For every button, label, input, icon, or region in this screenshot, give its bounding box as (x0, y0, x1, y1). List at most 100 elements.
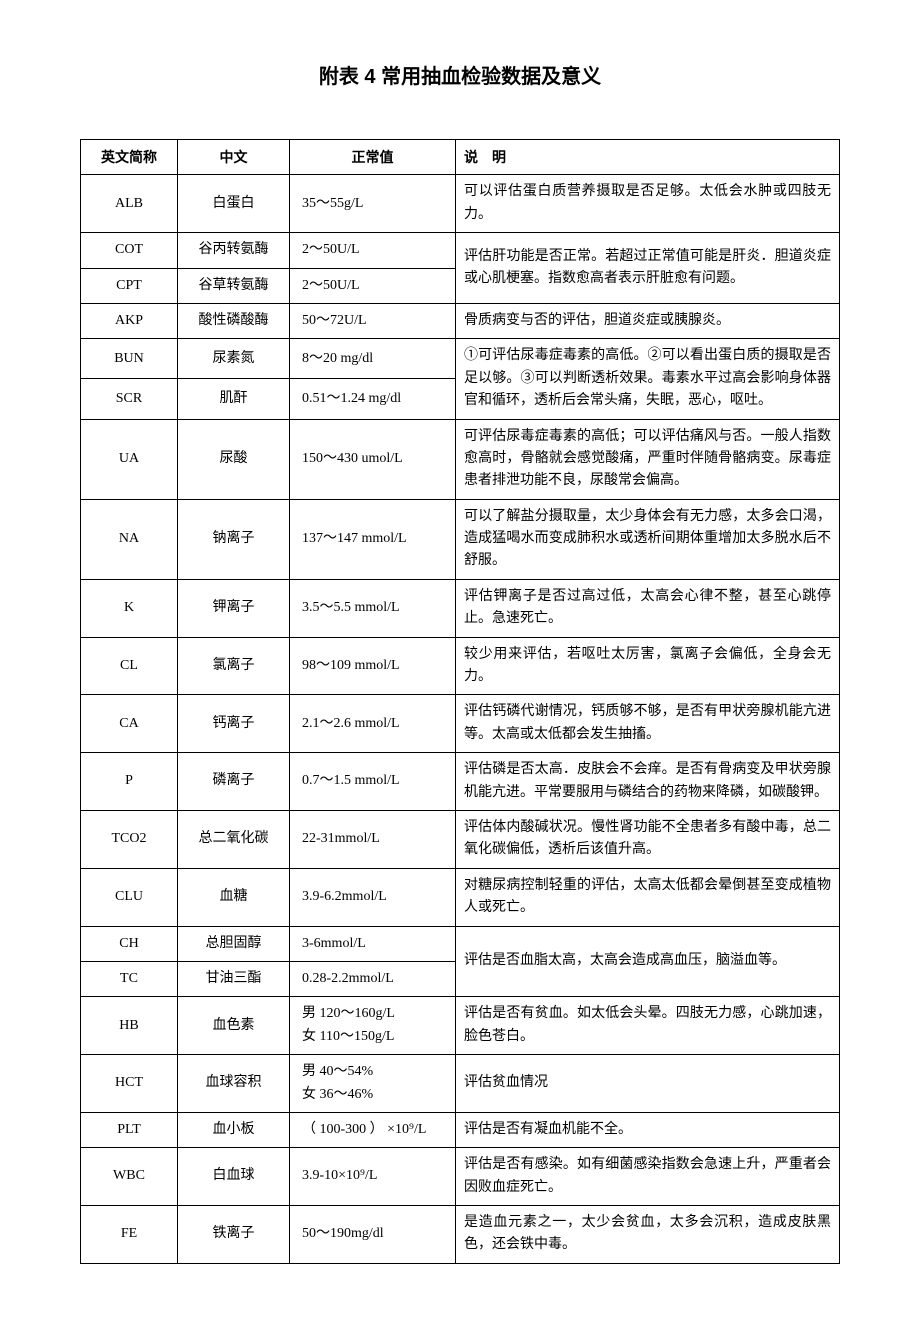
cell-range: 0.7～1.5 mmol/L (290, 753, 456, 811)
cell-cn: 氯离子 (178, 637, 290, 695)
cell-cn: 尿酸 (178, 419, 290, 499)
page-title: 附表 4 常用抽血检验数据及意义 (80, 60, 840, 89)
cell-desc: 评估是否血脂太高，太高会造成高血压，脑溢血等。 (456, 926, 840, 997)
cell-cn: 尿素氮 (178, 339, 290, 379)
table-row: BUN尿素氮8～20 mg/dl①可评估尿毒症毒素的高低。②可以看出蛋白质的摄取… (81, 339, 840, 379)
cell-range: 3-6mmol/L (290, 926, 456, 961)
header-range: 正常值 (290, 140, 456, 175)
cell-range: 男 120～160g/L 女 110～150g/L (290, 997, 456, 1055)
table-row: ALB白蛋白35～55g/L可以评估蛋白质营养摄取是否足够。太低会水肿或四肢无力… (81, 175, 840, 233)
cell-range: 98～109 mmol/L (290, 637, 456, 695)
cell-cn: 白血球 (178, 1148, 290, 1206)
cell-range: 0.28-2.2mmol/L (290, 961, 456, 996)
cell-cn: 血球容积 (178, 1055, 290, 1113)
cell-desc: 评估钾离子是否过高过低，太高会心律不整，甚至心跳停止。急速死亡。 (456, 579, 840, 637)
cell-abbr: CPT (81, 268, 178, 303)
cell-desc: 评估钙磷代谢情况，钙质够不够，是否有甲状旁腺机能亢进等。太高或太低都会发生抽搐。 (456, 695, 840, 753)
table-row: TCO2总二氧化碳22-31mmol/L评估体内酸碱状况。慢性肾功能不全患者多有… (81, 810, 840, 868)
cell-desc: ①可评估尿毒症毒素的高低。②可以看出蛋白质的摄取是否足以够。③可以判断透析效果。… (456, 339, 840, 419)
cell-desc: 较少用来评估，若呕吐太厉害，氯离子会偏低，全身会无力。 (456, 637, 840, 695)
cell-desc: 评估贫血情况 (456, 1055, 840, 1113)
cell-desc: 评估肝功能是否正常。若超过正常值可能是肝炎．胆道炎症或心肌梗塞。指数愈高者表示肝… (456, 233, 840, 304)
cell-range: 0.51～1.24 mg/dl (290, 379, 456, 419)
cell-desc: 评估体内酸碱状况。慢性肾功能不全患者多有酸中毒，总二氧化碳偏低，透析后该值升高。 (456, 810, 840, 868)
cell-cn: 铁离子 (178, 1206, 290, 1264)
cell-abbr: BUN (81, 339, 178, 379)
cell-abbr: TCO2 (81, 810, 178, 868)
cell-cn: 钾离子 (178, 579, 290, 637)
table-row: UA尿酸150～430 umol/L可评估尿毒症毒素的高低；可以评估痛风与否。一… (81, 419, 840, 499)
cell-cn: 血糖 (178, 868, 290, 926)
cell-cn: 白蛋白 (178, 175, 290, 233)
cell-range: （ 100-300 ） ×10⁹/L (290, 1112, 456, 1147)
header-cn: 中文 (178, 140, 290, 175)
cell-abbr: HCT (81, 1055, 178, 1113)
cell-abbr: CLU (81, 868, 178, 926)
cell-abbr: PLT (81, 1112, 178, 1147)
blood-test-table: 英文简称 中文 正常值 说 明 ALB白蛋白35～55g/L可以评估蛋白质营养摄… (80, 139, 840, 1264)
cell-range: 50～190mg/dl (290, 1206, 456, 1264)
cell-abbr: WBC (81, 1148, 178, 1206)
table-row: COT谷丙转氨酶2～50U/L评估肝功能是否正常。若超过正常值可能是肝炎．胆道炎… (81, 233, 840, 268)
cell-cn: 肌酐 (178, 379, 290, 419)
cell-range: 137～147 mmol/L (290, 499, 456, 579)
cell-desc: 评估磷是否太高．皮肤会不会痒。是否有骨病变及甲状旁腺机能亢进。平常要服用与磷结合… (456, 753, 840, 811)
cell-range: 3.5～5.5 mmol/L (290, 579, 456, 637)
cell-cn: 谷草转氨酶 (178, 268, 290, 303)
cell-abbr: CL (81, 637, 178, 695)
table-row: NA钠离子137～147 mmol/L可以了解盐分摄取量，太少身体会有无力感，太… (81, 499, 840, 579)
cell-abbr: UA (81, 419, 178, 499)
cell-range: 22-31mmol/L (290, 810, 456, 868)
cell-desc: 评估是否有感染。如有细菌感染指数会急速上升，严重者会因败血症死亡。 (456, 1148, 840, 1206)
cell-desc: 评估是否有凝血机能不全。 (456, 1112, 840, 1147)
cell-desc: 可以评估蛋白质营养摄取是否足够。太低会水肿或四肢无力。 (456, 175, 840, 233)
cell-cn: 钠离子 (178, 499, 290, 579)
cell-abbr: COT (81, 233, 178, 268)
cell-abbr: HB (81, 997, 178, 1055)
table-header-row: 英文简称 中文 正常值 说 明 (81, 140, 840, 175)
cell-cn: 酸性磷酸酶 (178, 303, 290, 338)
cell-range: 3.9-6.2mmol/L (290, 868, 456, 926)
cell-abbr: AKP (81, 303, 178, 338)
table-row: K钾离子3.5～5.5 mmol/L评估钾离子是否过高过低，太高会心律不整，甚至… (81, 579, 840, 637)
cell-range: 3.9-10×10⁹/L (290, 1148, 456, 1206)
cell-abbr: TC (81, 961, 178, 996)
cell-range: 2～50U/L (290, 268, 456, 303)
cell-range: 50～72U/L (290, 303, 456, 338)
cell-desc: 可以了解盐分摄取量，太少身体会有无力感，太多会口渴，造成猛喝水而变成肺积水或透析… (456, 499, 840, 579)
table-row: P磷离子0.7～1.5 mmol/L评估磷是否太高．皮肤会不会痒。是否有骨病变及… (81, 753, 840, 811)
cell-cn: 血色素 (178, 997, 290, 1055)
cell-range: 男 40～54% 女 36～46% (290, 1055, 456, 1113)
cell-abbr: CH (81, 926, 178, 961)
cell-cn: 血小板 (178, 1112, 290, 1147)
cell-abbr: FE (81, 1206, 178, 1264)
table-row: CL氯离子98～109 mmol/L较少用来评估，若呕吐太厉害，氯离子会偏低，全… (81, 637, 840, 695)
cell-range: 8～20 mg/dl (290, 339, 456, 379)
cell-cn: 谷丙转氨酶 (178, 233, 290, 268)
cell-abbr: P (81, 753, 178, 811)
cell-cn: 总二氧化碳 (178, 810, 290, 868)
cell-range: 35～55g/L (290, 175, 456, 233)
table-row: PLT血小板（ 100-300 ） ×10⁹/L评估是否有凝血机能不全。 (81, 1112, 840, 1147)
cell-desc: 可评估尿毒症毒素的高低；可以评估痛风与否。一般人指数愈高时，骨骼就会感觉酸痛，严… (456, 419, 840, 499)
table-body: ALB白蛋白35～55g/L可以评估蛋白质营养摄取是否足够。太低会水肿或四肢无力… (81, 175, 840, 1263)
table-row: HCT血球容积男 40～54% 女 36～46%评估贫血情况 (81, 1055, 840, 1113)
cell-range: 150～430 umol/L (290, 419, 456, 499)
cell-desc: 骨质病变与否的评估，胆道炎症或胰腺炎。 (456, 303, 840, 338)
cell-cn: 钙离子 (178, 695, 290, 753)
cell-range: 2.1～2.6 mmol/L (290, 695, 456, 753)
cell-abbr: CA (81, 695, 178, 753)
table-row: CH总胆固醇3-6mmol/L评估是否血脂太高，太高会造成高血压，脑溢血等。 (81, 926, 840, 961)
cell-cn: 甘油三酯 (178, 961, 290, 996)
cell-abbr: K (81, 579, 178, 637)
table-row: CA钙离子2.1～2.6 mmol/L评估钙磷代谢情况，钙质够不够，是否有甲状旁… (81, 695, 840, 753)
header-abbr: 英文简称 (81, 140, 178, 175)
cell-desc: 是造血元素之一，太少会贫血，太多会沉积，造成皮肤黑色，还会铁中毒。 (456, 1206, 840, 1264)
cell-cn: 磷离子 (178, 753, 290, 811)
cell-cn: 总胆固醇 (178, 926, 290, 961)
table-row: FE铁离子50～190mg/dl是造血元素之一，太少会贫血，太多会沉积，造成皮肤… (81, 1206, 840, 1264)
cell-abbr: ALB (81, 175, 178, 233)
cell-range: 2～50U/L (290, 233, 456, 268)
table-row: HB血色素男 120～160g/L 女 110～150g/L评估是否有贫血。如太… (81, 997, 840, 1055)
cell-desc: 对糖尿病控制轻重的评估，太高太低都会晕倒甚至变成植物人或死亡。 (456, 868, 840, 926)
